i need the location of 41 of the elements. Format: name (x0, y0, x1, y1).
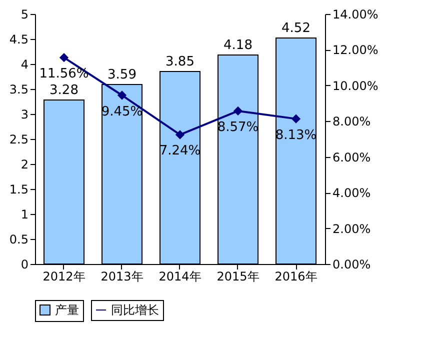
y2-tick-label: 4.00% (332, 186, 371, 200)
data-label: 3.59 (108, 68, 136, 82)
y-tick-label: 0.5 (9, 232, 28, 246)
y2-tick-label: 12.00% (332, 43, 378, 58)
y-tick-label: 3 (20, 108, 28, 122)
point (176, 130, 184, 139)
y-tick-label: 0 (20, 258, 28, 272)
x-tick-label: 2012年 (42, 270, 86, 284)
y-tick-label: 1 (20, 208, 28, 222)
y2-tick-label: 14.00% (332, 8, 378, 22)
y2-tick-label: 0.00% (332, 258, 371, 272)
point (60, 53, 68, 62)
y2-tick-label: 2.00% (332, 222, 371, 236)
data-label: 7.24% (159, 144, 201, 159)
x-tick-label: 2013年 (100, 270, 144, 284)
x-tick-label: 2016年 (274, 270, 318, 284)
x-tick-label: 2014年 (158, 270, 202, 284)
y2-tick-label: 8.00% (332, 114, 371, 129)
y-tick-label: 2.5 (9, 132, 28, 146)
y-tick-label: 4 (20, 58, 28, 72)
data-label: 3.28 (50, 83, 78, 98)
legend-label: 产量 (55, 303, 79, 317)
y2-tick-label: 10.00% (332, 78, 378, 93)
data-label: 8.13% (275, 128, 317, 143)
y-tick-label: 1.5 (9, 182, 28, 196)
data-label: 9.45% (101, 104, 143, 120)
legend-label: 同比增长 (111, 303, 159, 317)
y-tick-label: 5 (20, 8, 28, 22)
data-label: 3.85 (166, 54, 194, 70)
data-label: 8.57% (217, 120, 259, 135)
x-tick-label: 2015年 (216, 270, 260, 284)
point (234, 106, 242, 116)
point (292, 114, 300, 123)
point (118, 91, 126, 100)
y-tick-label: 4.5 (9, 32, 28, 46)
data-label: 4.18 (224, 38, 252, 53)
data-label: 4.52 (282, 21, 310, 36)
y2-tick-label: 6.00% (332, 150, 371, 164)
data-label: 11.56% (39, 66, 89, 82)
y-tick-label: 2 (20, 158, 28, 172)
y-tick-label: 3.5 (9, 82, 28, 96)
